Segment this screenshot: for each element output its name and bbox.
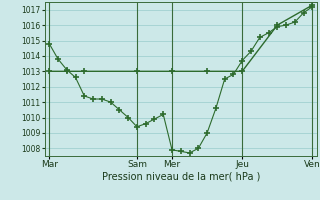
X-axis label: Pression niveau de la mer( hPa ): Pression niveau de la mer( hPa ) (102, 172, 260, 182)
